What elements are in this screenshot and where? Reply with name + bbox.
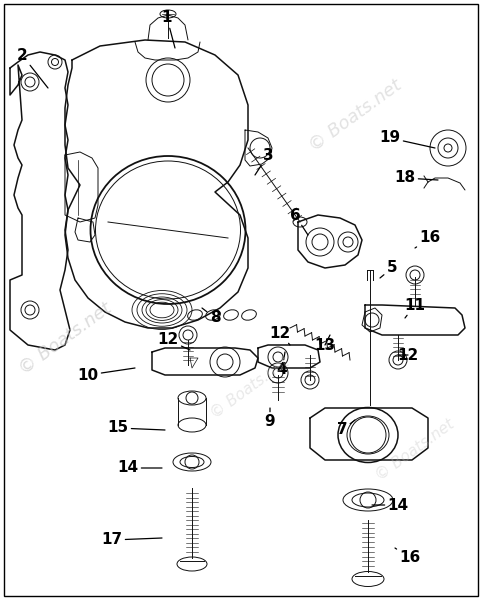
Text: 10: 10 <box>78 367 135 383</box>
Text: 5: 5 <box>380 260 397 278</box>
Text: 18: 18 <box>394 170 438 185</box>
Text: 1: 1 <box>162 10 175 48</box>
Text: 15: 15 <box>107 421 165 436</box>
Text: 16: 16 <box>395 548 421 565</box>
Text: 14: 14 <box>372 497 409 512</box>
Text: 4: 4 <box>277 352 287 377</box>
Text: 3: 3 <box>255 148 273 175</box>
Text: 17: 17 <box>101 533 162 547</box>
Text: © Boats.net: © Boats.net <box>208 355 292 421</box>
Text: 7: 7 <box>337 420 355 437</box>
Text: 6: 6 <box>290 208 308 235</box>
Text: 14: 14 <box>118 461 162 475</box>
Text: 13: 13 <box>314 335 335 352</box>
Text: 2: 2 <box>16 47 48 88</box>
Text: 12: 12 <box>397 347 419 362</box>
Text: © Boats.net: © Boats.net <box>15 298 115 377</box>
Text: 11: 11 <box>404 298 426 318</box>
Text: 8: 8 <box>202 308 220 325</box>
Text: 16: 16 <box>415 230 441 248</box>
Text: © Boats.net: © Boats.net <box>373 416 457 484</box>
Text: 12: 12 <box>158 332 190 350</box>
Text: © Boats.net: © Boats.net <box>305 76 405 155</box>
Text: 19: 19 <box>379 130 435 148</box>
Text: 12: 12 <box>269 325 291 345</box>
Text: 9: 9 <box>265 408 275 430</box>
